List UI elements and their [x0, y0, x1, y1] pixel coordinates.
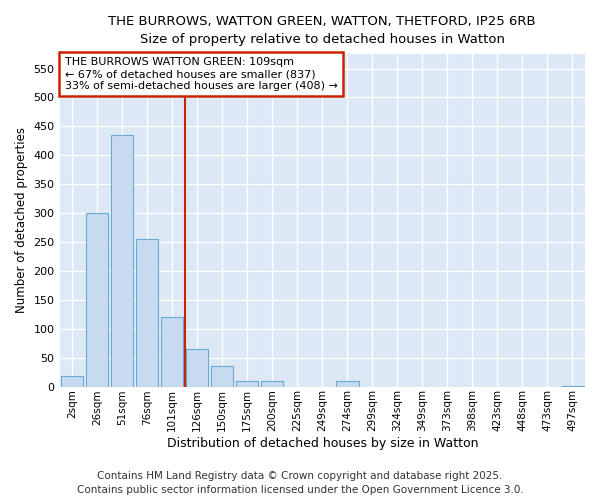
X-axis label: Distribution of detached houses by size in Watton: Distribution of detached houses by size … — [167, 437, 478, 450]
Bar — [261, 381, 283, 386]
Text: THE BURROWS WATTON GREEN: 109sqm
← 67% of detached houses are smaller (837)
33% : THE BURROWS WATTON GREEN: 109sqm ← 67% o… — [65, 58, 338, 90]
Bar — [186, 349, 208, 387]
Bar — [336, 381, 359, 386]
Bar — [86, 213, 109, 386]
Bar — [136, 239, 158, 386]
Bar — [61, 376, 83, 386]
Title: THE BURROWS, WATTON GREEN, WATTON, THETFORD, IP25 6RB
Size of property relative : THE BURROWS, WATTON GREEN, WATTON, THETF… — [109, 15, 536, 46]
Text: Contains HM Land Registry data © Crown copyright and database right 2025.
Contai: Contains HM Land Registry data © Crown c… — [77, 471, 523, 495]
Bar — [111, 135, 133, 386]
Bar — [236, 381, 259, 386]
Bar — [161, 317, 184, 386]
Y-axis label: Number of detached properties: Number of detached properties — [15, 128, 28, 314]
Bar — [211, 366, 233, 386]
